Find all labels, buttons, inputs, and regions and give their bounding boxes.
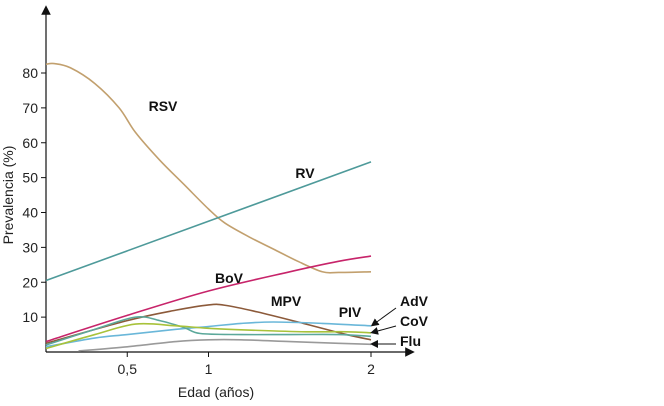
series-label-mpv: MPV [271,293,302,309]
axes [41,5,415,357]
series-label-piv: PIV [339,304,362,320]
series-line-adv [45,315,372,346]
series-line-rv [45,161,372,282]
series-label-bov: BoV [215,270,244,286]
label-pointer-adv [370,307,397,327]
y-tick-label: 70 [22,100,38,116]
series-label-rsv: RSV [149,98,178,114]
series-line-flu [78,338,372,352]
series-line-piv [45,321,372,348]
series-label-flu: Flu [400,333,421,349]
x-tick-label: 2 [367,361,375,377]
x-tick-label: 1 [205,361,213,377]
series-labels: RSV RV BoV MPV PIV AdV CoV Flu [149,98,429,349]
series-line-bov [45,255,372,343]
series-label-adv: AdV [400,293,429,309]
y-tick-label: 50 [22,170,38,186]
series-line-rsv [45,62,372,274]
y-tick-label: 80 [22,65,38,81]
y-tick-label: 60 [22,135,38,151]
x-tick-label: 0,5 [118,361,138,377]
series-lines [45,62,372,352]
y-tick-label: 10 [22,309,38,325]
series-line-cov [45,322,372,350]
y-tick-label: 20 [22,274,38,290]
series-label-rv: RV [295,165,315,181]
label-pointer-cov [370,325,397,335]
series-label-cov: CoV [400,313,429,329]
x-axis-title: Edad (años) [178,384,254,400]
y-axis-title: Prevalencia (%) [0,146,16,245]
ticks: 10 20 30 40 50 60 70 80 0,5 1 2 [22,65,375,377]
y-tick-label: 30 [22,239,38,255]
y-tick-label: 40 [22,205,38,221]
